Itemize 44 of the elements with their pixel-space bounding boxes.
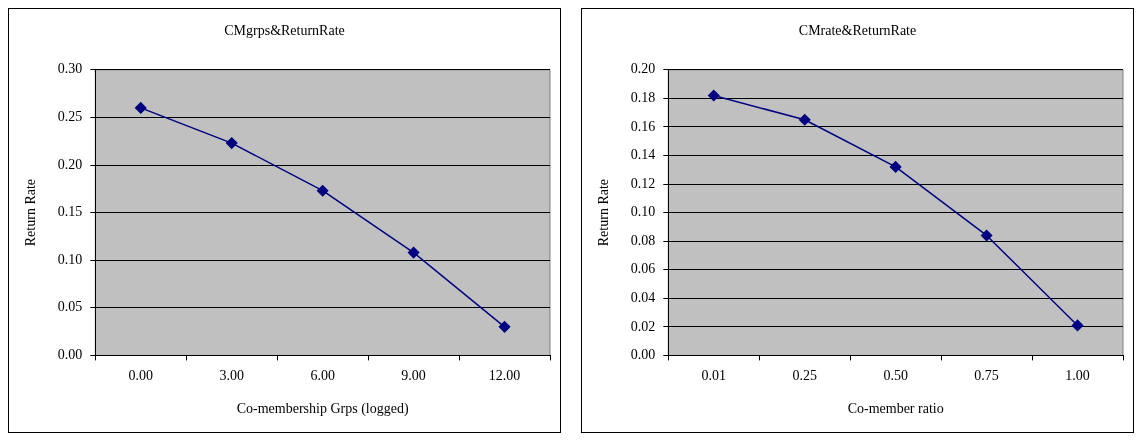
point xyxy=(798,114,811,126)
x-tick-label: 0.25 xyxy=(792,368,817,384)
y-tick-label: 0.05 xyxy=(57,299,83,315)
point xyxy=(225,137,238,149)
y-tick-label: 0.15 xyxy=(57,204,83,220)
y-tick-label: 0.20 xyxy=(630,61,656,77)
x-axis-title: Co-membership Grps (logged) xyxy=(236,401,409,418)
x-axis-title: Co-member ratio xyxy=(847,401,944,417)
x-tick-label: 12.00 xyxy=(488,368,521,384)
x-tick-label: 0.01 xyxy=(701,368,727,384)
point xyxy=(708,89,720,102)
point xyxy=(316,184,329,197)
y-tick-label: 0.12 xyxy=(630,175,656,191)
x-tick-label: 3.00 xyxy=(219,368,244,384)
y-tick-label: 0.08 xyxy=(630,232,656,248)
y-tick-label: 0.14 xyxy=(630,147,656,163)
y-tick-label: 0.10 xyxy=(57,251,83,267)
y-tick-label: 0.16 xyxy=(630,118,656,134)
y-tick-label: 0.30 xyxy=(57,61,83,77)
y-tick-label: 0.02 xyxy=(630,318,656,334)
y-tick-label: 0.00 xyxy=(630,347,656,363)
point xyxy=(135,102,147,114)
y-tick-label: 0.00 xyxy=(57,347,83,363)
point xyxy=(498,321,511,333)
x-tick-label: 9.00 xyxy=(401,368,426,384)
y-tick-label: 0.10 xyxy=(630,204,656,220)
x-tick-label: 0.00 xyxy=(128,368,154,384)
x-tick-label: 0.50 xyxy=(883,368,908,384)
point xyxy=(407,246,420,259)
y-axis-title: Return Rate xyxy=(596,178,612,247)
x-tick-label: 1.00 xyxy=(1065,368,1090,384)
chart-title: CMrate&ReturnRate xyxy=(798,23,917,39)
x-tick-label: 0.75 xyxy=(974,368,999,384)
point xyxy=(1071,319,1084,332)
chart-title: CMgrps&ReturnRate xyxy=(224,23,345,39)
y-tick-label: 0.20 xyxy=(57,156,83,172)
y-tick-label: 0.25 xyxy=(57,109,83,125)
y-tick-label: 0.18 xyxy=(630,90,656,106)
point xyxy=(980,229,993,242)
y-axis-title: Return Rate xyxy=(23,178,39,247)
x-tick-label: 6.00 xyxy=(310,368,335,384)
point xyxy=(889,161,902,173)
y-tick-label: 0.06 xyxy=(630,261,656,277)
y-tick-label: 0.04 xyxy=(630,289,656,305)
